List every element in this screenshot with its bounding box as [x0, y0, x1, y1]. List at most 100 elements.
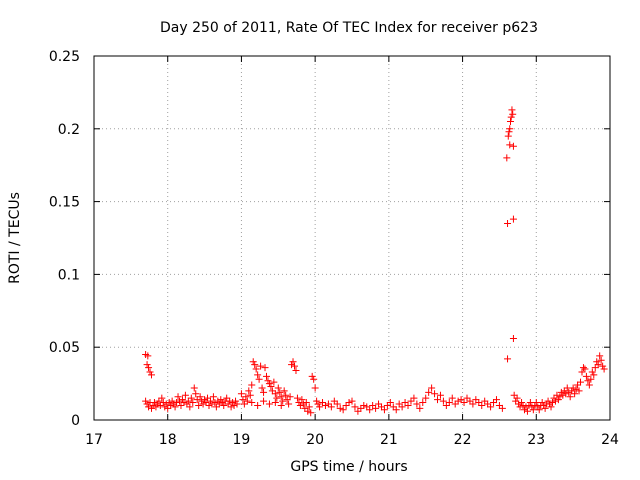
- data-point: [144, 352, 152, 360]
- data-point: [307, 409, 315, 417]
- data-point: [581, 365, 589, 373]
- data-point: [339, 406, 347, 414]
- data-point: [143, 400, 151, 408]
- data-point: [557, 388, 565, 396]
- x-tick-label: 23: [527, 432, 545, 448]
- data-point: [199, 400, 207, 408]
- data-point: [190, 384, 198, 392]
- data-point: [540, 401, 548, 409]
- data-point: [168, 397, 176, 405]
- data-point: [556, 393, 564, 401]
- data-point: [232, 397, 240, 405]
- chart-title: Day 250 of 2011, Rate Of TEC Index for r…: [160, 20, 538, 36]
- data-point: [187, 394, 195, 402]
- data-point: [142, 397, 150, 405]
- data-point: [264, 377, 272, 385]
- data-point: [490, 399, 498, 407]
- data-point: [519, 401, 527, 409]
- data-point: [267, 383, 275, 391]
- data-point: [283, 396, 291, 404]
- x-tick-label: 17: [85, 432, 103, 448]
- data-point: [288, 361, 296, 369]
- data-point: [298, 396, 306, 404]
- x-tick-label: 18: [159, 432, 177, 448]
- data-point: [271, 399, 279, 407]
- data-point: [386, 399, 394, 407]
- data-point: [282, 391, 290, 399]
- data-point: [354, 407, 362, 415]
- data-point: [277, 401, 285, 409]
- data-point: [291, 362, 299, 370]
- data-point: [308, 372, 316, 380]
- data-point: [170, 400, 178, 408]
- data-point: [425, 388, 433, 396]
- data-point: [181, 391, 189, 399]
- data-point: [177, 401, 185, 409]
- data-point: [246, 391, 254, 399]
- data-point: [201, 396, 209, 404]
- data-point: [158, 394, 166, 402]
- data-point: [587, 375, 595, 383]
- data-point: [383, 401, 391, 409]
- y-tick-label: 0: [71, 413, 80, 429]
- data-point: [245, 387, 253, 395]
- y-tick-label: 0.2: [58, 122, 80, 138]
- data-point: [310, 375, 318, 383]
- data-point: [165, 399, 173, 407]
- data-point: [569, 384, 577, 392]
- y-tick-label: 0.25: [49, 49, 80, 65]
- data-point: [305, 403, 313, 411]
- data-point: [560, 387, 568, 395]
- x-tick-label: 20: [306, 432, 324, 448]
- data-point: [585, 381, 593, 389]
- data-point: [276, 388, 284, 396]
- data-point: [217, 396, 225, 404]
- grid: [94, 56, 610, 420]
- data-point: [214, 397, 222, 405]
- x-axis-title: GPS time / hours: [290, 459, 407, 475]
- data-point: [192, 390, 200, 398]
- y-tick-label: 0.15: [49, 195, 80, 211]
- data-point: [448, 394, 456, 402]
- data-point: [571, 390, 579, 398]
- data-point: [593, 358, 601, 366]
- data-point: [520, 406, 528, 414]
- data-point: [410, 394, 418, 402]
- data-point: [431, 390, 439, 398]
- data-point: [299, 400, 307, 408]
- data-point: [553, 391, 561, 399]
- data-point: [528, 403, 536, 411]
- data-point: [535, 406, 543, 414]
- data-point: [575, 387, 583, 395]
- data-point: [249, 358, 257, 366]
- data-point: [577, 378, 585, 386]
- data-point: [562, 390, 570, 398]
- data-point: [189, 399, 197, 407]
- data-point: [162, 400, 170, 408]
- data-point: [153, 400, 161, 408]
- data-point: [547, 403, 555, 411]
- data-point: [304, 407, 312, 415]
- data-point: [274, 384, 282, 392]
- data-point: [574, 381, 582, 389]
- data-point: [240, 400, 248, 408]
- data-point: [594, 361, 602, 369]
- data-point: [531, 401, 539, 409]
- data-point: [360, 401, 368, 409]
- data-point: [541, 404, 549, 412]
- data-point: [195, 401, 203, 409]
- data-point: [265, 380, 273, 388]
- data-point: [481, 397, 489, 405]
- data-point: [227, 403, 235, 411]
- data-point: [159, 399, 167, 407]
- data-point: [176, 397, 184, 405]
- data-point: [568, 387, 576, 395]
- data-point: [416, 404, 424, 412]
- data-point: [395, 400, 403, 408]
- data-point: [529, 406, 537, 414]
- data-point: [242, 393, 250, 401]
- data-point: [478, 401, 486, 409]
- data-point: [198, 397, 206, 405]
- data-point: [516, 403, 524, 411]
- data-point: [389, 403, 397, 411]
